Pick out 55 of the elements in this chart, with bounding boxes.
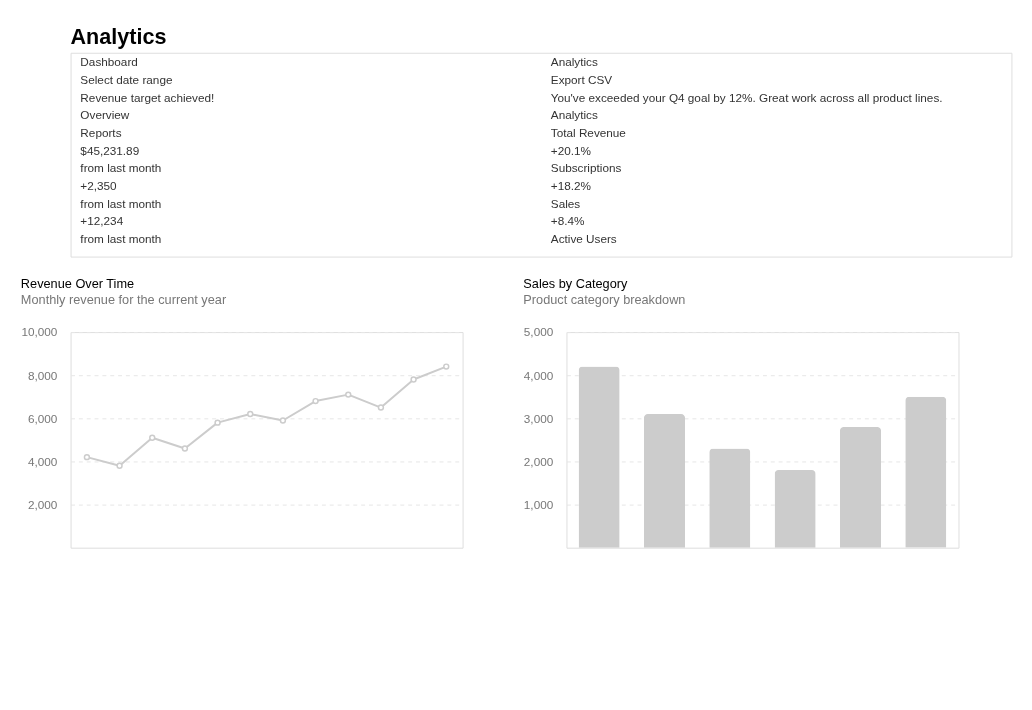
point <box>377 404 385 411</box>
text: +12,234 <box>80 214 124 228</box>
point <box>181 445 189 452</box>
text: from last month <box>80 231 162 245</box>
chart-subtitle: Monthly revenue for the current year <box>20 291 227 307</box>
text: Dashboard <box>80 55 138 69</box>
y-tick-label: 2,000 <box>27 497 58 511</box>
point <box>345 391 352 398</box>
text: +20.1% <box>550 143 592 157</box>
point <box>116 462 123 469</box>
y-tick-label: 4,000 <box>27 454 58 468</box>
bar <box>905 396 947 548</box>
text: You've exceeded your Q4 goal by 12%. Great work across all product lines. <box>550 90 943 104</box>
y-tick-label: 2,000 <box>523 454 554 468</box>
text: from last month <box>80 161 162 175</box>
point <box>279 417 287 424</box>
y-tick-label: 4,000 <box>523 368 554 382</box>
point <box>83 453 91 461</box>
text: Subscriptions <box>550 161 622 175</box>
y-tick-label: 10,000 <box>21 325 58 339</box>
text: Active Users <box>550 231 617 245</box>
text: from last month <box>80 196 162 210</box>
text: +18.2% <box>550 178 592 192</box>
text: Total Revenue <box>550 126 627 140</box>
point <box>214 419 221 426</box>
bar <box>578 366 620 548</box>
y-tick-label: 1,000 <box>523 497 554 511</box>
bar <box>839 426 882 548</box>
chart-subtitle: Product category breakdown <box>523 291 686 307</box>
text: Analytics <box>550 108 598 122</box>
point <box>443 363 450 370</box>
text: Revenue target achieved! <box>80 90 215 104</box>
point <box>149 434 156 441</box>
point <box>410 376 417 383</box>
text: Select date range <box>80 73 173 87</box>
y-tick-label: 5,000 <box>523 325 554 339</box>
text: +8.4% <box>550 214 585 228</box>
text: Analytics <box>550 55 598 69</box>
text: Overview <box>80 108 130 122</box>
text: +2,350 <box>80 178 118 192</box>
point <box>247 410 254 418</box>
text: Reports <box>80 126 122 140</box>
chart-title: Sales by Category <box>523 275 629 291</box>
bar <box>774 470 816 548</box>
text: Analytics <box>70 23 167 49</box>
text: Sales <box>550 196 581 210</box>
text: $45,231.89 <box>80 143 140 157</box>
text: Export CSV <box>550 73 613 87</box>
y-tick-label: 3,000 <box>523 411 554 425</box>
chart-title: Revenue Over Time <box>20 275 135 291</box>
bar <box>643 414 686 548</box>
bar <box>709 448 751 548</box>
y-tick-label: 6,000 <box>27 411 58 425</box>
point <box>312 397 319 405</box>
y-tick-label: 8,000 <box>27 368 58 382</box>
